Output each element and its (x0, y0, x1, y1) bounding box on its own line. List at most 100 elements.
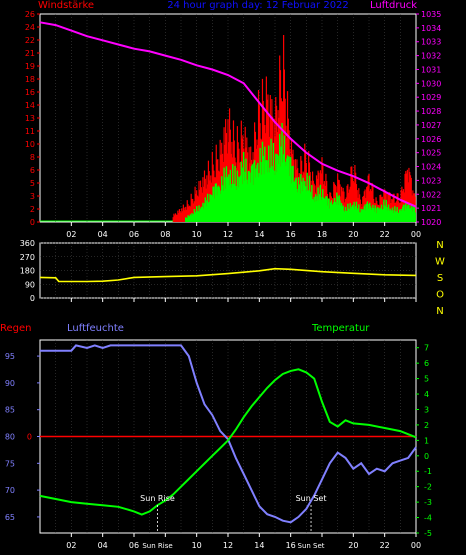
wind-x-tick-label: 20 (348, 230, 358, 239)
temperature-y-tick-label: -1 (424, 467, 432, 476)
chart-title: 24 hour graph day: 12 Februar 2022 (167, 0, 349, 11)
wind-pressure-panel: 0235681011131416181921222426102010211022… (25, 10, 442, 239)
humidity-line (40, 344, 417, 524)
humidity-x-tick-label: 04 (98, 541, 108, 550)
pressure-y-tick-label: 1022 (421, 190, 441, 199)
direction-y-tick-label: 180 (20, 267, 35, 276)
wind-y-tick-label: 14 (25, 101, 35, 110)
sun-marker-label: Sun Rise (140, 494, 175, 503)
sun-bottom-label: Sun Rise (142, 542, 172, 550)
humidity-x-tick-label: 22 (380, 541, 390, 550)
sun-bottom-label: Sun Set (298, 542, 325, 550)
pressure-y-tick-label: 1034 (421, 24, 441, 33)
pressure-y-tick-label: 1024 (421, 163, 441, 172)
temperature-y-tick-label: -3 (424, 498, 432, 507)
rain-zero-label: 0 (27, 433, 32, 442)
humidity-y-tick-label: 70 (5, 486, 15, 495)
wind-x-tick-label: 02 (66, 230, 76, 239)
wind-y-tick-label: 22 (25, 36, 35, 45)
pressure-y-tick-label: 1020 (421, 218, 441, 227)
direction-line (39, 267, 417, 283)
pressure-y-tick-label: 1021 (421, 204, 441, 213)
temperature-y-tick-label: 4 (424, 390, 429, 399)
wind-x-tick-label: 10 (192, 230, 202, 239)
wind-y-tick-label: 3 (30, 192, 35, 201)
wind-x-tick-label: 04 (98, 230, 108, 239)
wind-x-tick-label: 14 (254, 230, 264, 239)
pressure-y-tick-label: 1027 (421, 121, 441, 130)
wind-y-tick-label: 24 (25, 23, 35, 32)
compass-label: N (436, 240, 443, 251)
pressure-y-tick-label: 1026 (421, 135, 441, 144)
direction-y-tick-label: 0 (30, 294, 35, 303)
temperature-y-tick-label: 6 (424, 359, 429, 368)
pressure-y-tick-label: 1029 (421, 93, 441, 102)
temperature-y-tick-label: -2 (424, 483, 432, 492)
humidity-x-tick-label: 02 (66, 541, 76, 550)
humidity-x-tick-label: 10 (192, 541, 202, 550)
humidity-y-tick-label: 90 (5, 379, 15, 388)
wind-y-tick-label: 21 (25, 49, 35, 58)
humidity-y-tick-label: 80 (5, 433, 15, 442)
wind-x-tick-label: 00 (411, 230, 421, 239)
direction-y-tick-label: 270 (20, 253, 35, 262)
humidity-x-tick-label: 00 (411, 541, 421, 550)
wind-y-tick-label: 13 (25, 114, 35, 123)
temperature-y-tick-label: -4 (424, 514, 432, 523)
humidity-y-tick-label: 85 (5, 406, 15, 415)
compass-label: N (436, 306, 443, 317)
pressure-line (39, 21, 417, 208)
pressure-y-tick-label: 1030 (421, 79, 441, 88)
pressure-y-tick-label: 1025 (421, 149, 441, 158)
rain-label: Regen (0, 323, 32, 334)
wind-x-tick-label: 22 (380, 230, 390, 239)
direction-y-tick-label: 360 (20, 239, 35, 248)
pressure-y-tick-label: 1033 (421, 38, 441, 47)
humidity-x-tick-label: 12 (223, 541, 233, 550)
temperature-y-tick-label: 0 (424, 452, 429, 461)
pressure-y-tick-label: 1031 (421, 65, 441, 74)
temperature-y-tick-label: 2 (424, 421, 429, 430)
wind-y-tick-label: 5 (30, 179, 35, 188)
pressure-label: Luftdruck (370, 0, 417, 11)
humidity-y-tick-label: 75 (5, 459, 15, 468)
wind-label: Windstärke (38, 0, 94, 11)
pressure-y-tick-label: 1032 (421, 52, 441, 61)
humidity-x-tick-label: 06 (129, 541, 139, 550)
wind-y-tick-label: 0 (30, 218, 35, 227)
wind-x-tick-label: 16 (286, 230, 296, 239)
temperature-line (39, 368, 417, 516)
pressure-y-tick-label: 1035 (421, 10, 441, 19)
compass-label: W (435, 257, 445, 268)
wind-x-tick-label: 08 (160, 230, 170, 239)
direction-y-tick-label: 90 (25, 280, 35, 289)
temperature-y-tick-label: 5 (424, 375, 429, 384)
temperature-label: Temperatur (311, 323, 370, 334)
wind-y-tick-label: 2 (30, 205, 35, 214)
wind-x-tick-label: 12 (223, 230, 233, 239)
humidity-x-tick-label: 20 (348, 541, 358, 550)
pressure-y-tick-label: 1023 (421, 176, 441, 185)
wind-x-tick-label: 06 (129, 230, 139, 239)
humidity-label: Luftfeuchte (67, 323, 124, 334)
humidity-x-tick-label: 14 (254, 541, 264, 550)
wind-y-tick-label: 19 (25, 62, 35, 71)
wind-y-tick-label: 6 (30, 166, 35, 175)
wind-y-tick-label: 26 (25, 10, 35, 19)
wind-x-tick-label: 18 (317, 230, 327, 239)
wind-y-tick-label: 16 (25, 88, 35, 97)
humidity-y-tick-label: 65 (5, 513, 15, 522)
wind-y-tick-label: 11 (25, 127, 35, 136)
temperature-y-tick-label: 1 (424, 436, 429, 445)
temperature-y-tick-label: -5 (424, 529, 432, 538)
compass-label: O (436, 290, 444, 301)
temperature-y-tick-label: 7 (424, 344, 429, 353)
wind-y-tick-label: 10 (25, 140, 35, 149)
sun-marker-label: Sun Set (296, 494, 327, 503)
humidity-x-tick-label: 16 (286, 541, 296, 550)
compass-label: S (437, 273, 443, 284)
wind-y-tick-label: 18 (25, 75, 35, 84)
